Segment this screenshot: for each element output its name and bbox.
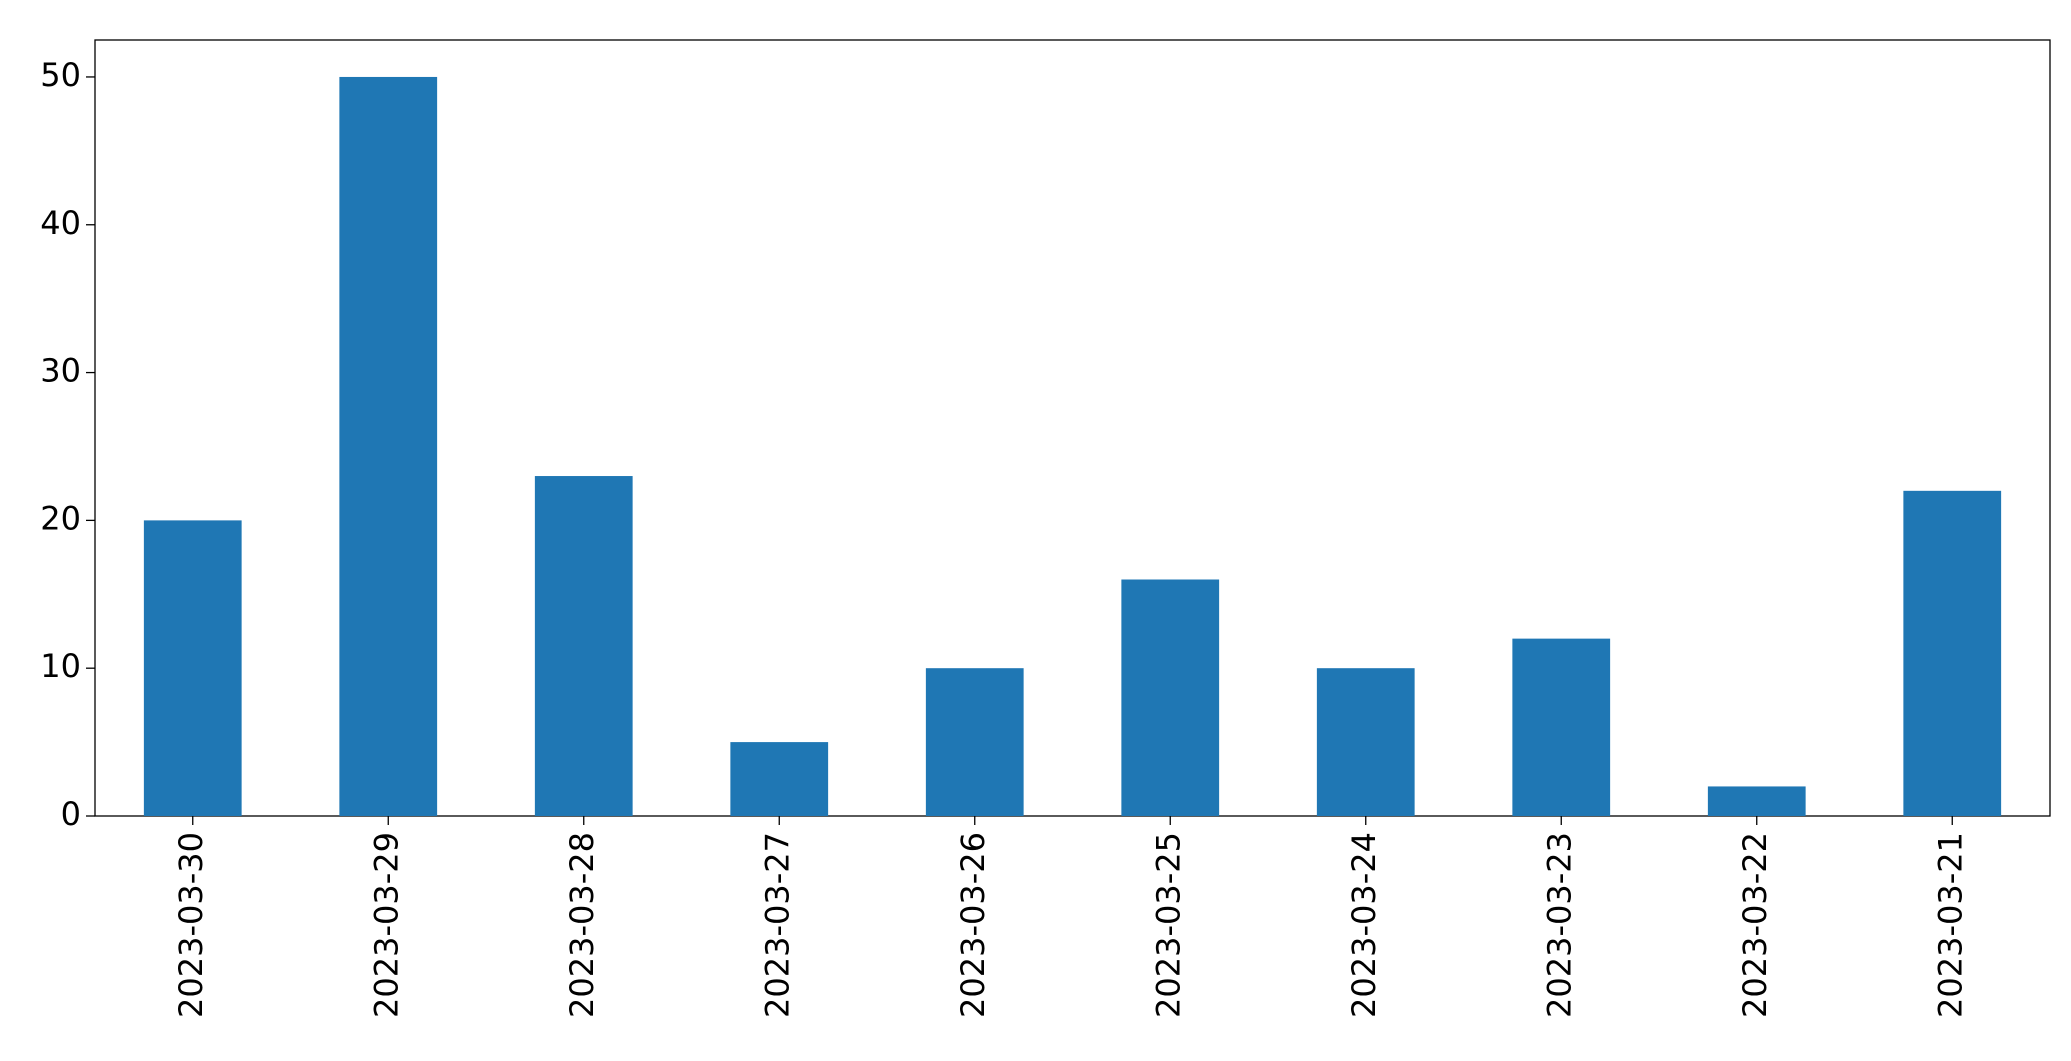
y-tick-label: 50 <box>40 56 81 94</box>
bar <box>730 742 829 816</box>
bar <box>1707 786 1806 816</box>
x-tick-label: 2023-03-28 <box>563 832 601 1018</box>
bar <box>1903 490 2002 816</box>
x-tick-label: 2023-03-23 <box>1540 832 1578 1018</box>
plot-frame <box>94 39 2051 817</box>
x-tick-label: 2023-03-29 <box>367 832 405 1018</box>
x-tick-label: 2023-03-22 <box>1736 832 1774 1018</box>
y-tick-label: 0 <box>61 795 81 833</box>
y-tick-label: 10 <box>40 647 81 685</box>
bar <box>925 668 1024 816</box>
x-tick-label: 2023-03-26 <box>954 832 992 1018</box>
x-tick-label: 2023-03-30 <box>172 832 210 1018</box>
bar <box>143 520 242 816</box>
bar <box>1316 668 1415 816</box>
x-tick-label: 2023-03-25 <box>1149 832 1187 1018</box>
bar <box>1512 638 1611 816</box>
y-tick-label: 40 <box>40 204 81 242</box>
x-tick-label: 2023-03-24 <box>1345 832 1383 1018</box>
x-tick-label: 2023-03-27 <box>758 832 796 1018</box>
bar <box>1121 579 1220 816</box>
bar <box>534 476 633 816</box>
y-tick-label: 20 <box>40 499 81 537</box>
bar <box>339 76 438 816</box>
x-tick-label: 2023-03-21 <box>1931 832 1969 1018</box>
y-tick-label: 30 <box>40 352 81 390</box>
